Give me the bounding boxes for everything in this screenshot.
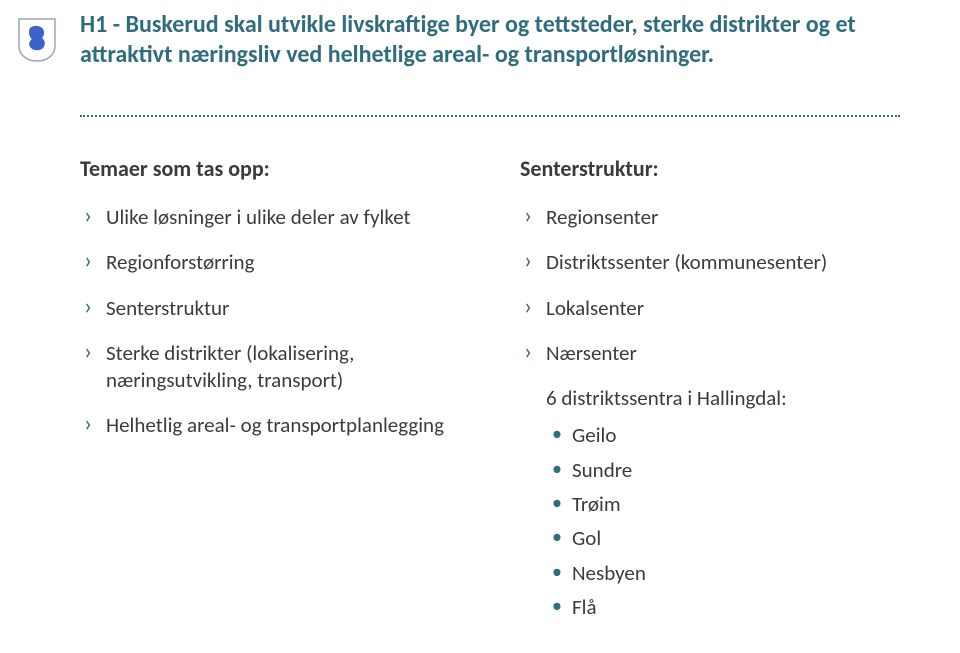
sublist-intro: 6 distriktssentra i Hallingdal: — [546, 385, 900, 411]
list-item: Regionforstørring — [80, 249, 460, 276]
list-item: Senterstruktur — [80, 295, 460, 322]
list-item: Gol — [546, 524, 900, 552]
right-list: Regionsenter Distriktssenter (kommunesen… — [520, 204, 900, 367]
right-column-title: Senterstruktur: — [520, 155, 900, 182]
list-item: Helhetlig areal- og transportplanlegging — [80, 412, 460, 439]
content-columns: Temaer som tas opp: Ulike løsninger i ul… — [80, 155, 900, 627]
list-item: Trøim — [546, 490, 900, 518]
list-item: Distriktssenter (kommunesenter) — [520, 249, 900, 276]
list-item: Geilo — [546, 421, 900, 449]
crest-logo — [18, 18, 56, 62]
left-column: Temaer som tas opp: Ulike løsninger i ul… — [80, 155, 460, 627]
page-title: H1 - Buskerud skal utvikle livskraftige … — [80, 10, 880, 70]
list-item: Flå — [546, 593, 900, 621]
list-item: Lokalsenter — [520, 295, 900, 322]
section-divider — [80, 115, 900, 117]
sublist: Geilo Sundre Trøim Gol Nesbyen Flå — [546, 421, 900, 621]
right-column: Senterstruktur: Regionsenter Distriktsse… — [520, 155, 900, 627]
left-column-title: Temaer som tas opp: — [80, 155, 460, 182]
list-item: Nærsenter — [520, 340, 900, 367]
list-item: Sundre — [546, 456, 900, 484]
list-item: Nesbyen — [546, 559, 900, 587]
left-list: Ulike løsninger i ulike deler av fylket … — [80, 204, 460, 440]
list-item: Sterke distrikter (lokalisering, nærings… — [80, 340, 460, 395]
list-item: Regionsenter — [520, 204, 900, 231]
list-item: Ulike løsninger i ulike deler av fylket — [80, 204, 460, 231]
